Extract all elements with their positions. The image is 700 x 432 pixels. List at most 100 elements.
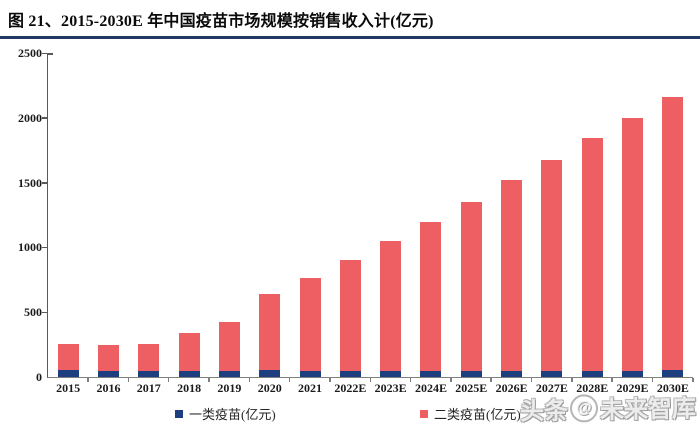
y-tick-label: 1500 [18, 175, 42, 190]
bar-segment-class1 [420, 370, 442, 377]
bar-segment-class1 [581, 370, 603, 377]
x-tick-label: 2027E [535, 381, 568, 395]
x-tick-label: 2016 [96, 381, 121, 395]
y-axis: 0 500 1000 1500 2000 2500 [0, 47, 42, 383]
bar-column: 2025E [451, 53, 491, 395]
bar-column: 2026E [491, 53, 531, 395]
bar-segment-class2 [460, 201, 482, 371]
y-tick-label: 1000 [18, 240, 42, 255]
x-axis-tick [409, 378, 412, 382]
bar-column: 2021 [290, 53, 330, 395]
bar-segment-class1 [622, 370, 644, 377]
x-axis-tick [127, 378, 130, 382]
bar-segment-class2 [299, 278, 321, 372]
x-tick-label: 2021 [298, 381, 323, 395]
bar-column: 2024E [411, 53, 451, 395]
bar-stack [178, 333, 200, 377]
bar-segment-class1 [259, 370, 281, 377]
legend-item-class2: 二类疫苗(亿元) [420, 404, 521, 423]
bar-segment-class2 [97, 345, 119, 372]
legend-label-class1: 一类疫苗(亿元) [189, 407, 276, 422]
y-tick-mark [42, 182, 48, 184]
title-underline [0, 36, 700, 39]
bar-segment-class2 [339, 259, 361, 372]
x-axis-tick [87, 378, 89, 382]
y-tick-mark [42, 246, 48, 249]
x-tick-label: 2024E [414, 381, 447, 395]
bar-stack [420, 222, 442, 377]
bar-segment-class2 [380, 241, 402, 372]
x-axis-tick [288, 378, 291, 382]
bar-column: 2022E [330, 53, 370, 395]
legend-label-class2: 二类疫苗(亿元) [434, 407, 521, 422]
bar-segment-class2 [420, 222, 442, 371]
bar-segment-class1 [380, 371, 402, 377]
bar-segment-class2 [541, 159, 563, 371]
bar-segment-class1 [57, 370, 79, 377]
bar-segment-class2 [622, 117, 644, 371]
bar-stack [581, 138, 603, 377]
chart-title: 图 21、2015-2030E 年中国疫苗市场规模按销售收入计(亿元) [8, 13, 434, 30]
bar-column: 2016 [88, 53, 128, 395]
bar-segment-class2 [138, 344, 160, 372]
bar-segment-class2 [581, 138, 603, 371]
y-tick-label: 2000 [18, 110, 42, 125]
bar-segment-class2 [662, 97, 684, 371]
x-tick-label: 2022E [334, 381, 367, 395]
x-axis-tick [167, 378, 170, 382]
plot-area: 2015 2016 2017 2018 2019 2020 2021 2022E 2023E 20… [42, 52, 694, 395]
x-tick-label: 2030E [656, 381, 689, 395]
x-tick-label: 2020 [257, 381, 282, 395]
bar-segment-class2 [218, 321, 240, 372]
x-axis-tick [450, 378, 452, 382]
x-axis-tick [571, 378, 573, 382]
x-axis-tick [329, 378, 331, 382]
bar-segment-class1 [138, 371, 160, 377]
bar-stack [299, 278, 321, 377]
bar-stack [218, 321, 240, 377]
bar-segment-class2 [57, 344, 79, 371]
y-tick-mark [42, 117, 48, 119]
bar-stack [259, 294, 281, 377]
y-tick-mark [42, 311, 48, 314]
x-tick-label: 2017 [136, 381, 161, 395]
bar-stack [460, 201, 482, 377]
bar-segment-class1 [460, 370, 482, 377]
bar-column: 2019 [209, 53, 249, 395]
y-tick-mark [42, 52, 48, 54]
bar-segment-class1 [339, 371, 361, 377]
x-axis-tick [490, 378, 492, 382]
bar-column: 2030E [653, 53, 693, 395]
bar-segment-class1 [178, 370, 200, 377]
x-tick-label: 2026E [495, 381, 528, 395]
bar-stack [662, 97, 684, 377]
bar-stack [501, 180, 523, 377]
x-tick-label: 2029E [616, 381, 649, 395]
x-axis-tick [530, 378, 533, 382]
bar-column: 2028E [572, 53, 612, 395]
bar-segment-class1 [541, 370, 563, 377]
y-tick-label: 2500 [18, 46, 42, 60]
bar-stack [380, 241, 402, 377]
x-axis-tick [369, 378, 371, 382]
bar-column: 2023E [371, 53, 411, 395]
x-axis-tick [611, 378, 613, 382]
bar-segment-class1 [97, 371, 119, 377]
legend-swatch-class1-icon [175, 409, 183, 418]
x-axis-tick [692, 378, 694, 382]
bar-column: 2015 [48, 53, 88, 395]
bar-segment-class1 [299, 371, 321, 377]
bar-stack [97, 345, 119, 377]
bar-column: 2027E [532, 53, 572, 395]
x-tick-label: 2019 [217, 381, 242, 395]
bar-segment-class2 [259, 294, 281, 371]
x-tick-label: 2018 [177, 381, 202, 395]
bar-column: 2017 [129, 53, 169, 395]
bar-column: 2020 [250, 53, 290, 395]
legend-swatch-class2-icon [420, 409, 428, 418]
bar-segment-class1 [218, 371, 240, 377]
bar-segment-class1 [501, 370, 523, 377]
bar-column: 2029E [612, 53, 652, 395]
x-tick-label: 2023E [374, 381, 407, 395]
